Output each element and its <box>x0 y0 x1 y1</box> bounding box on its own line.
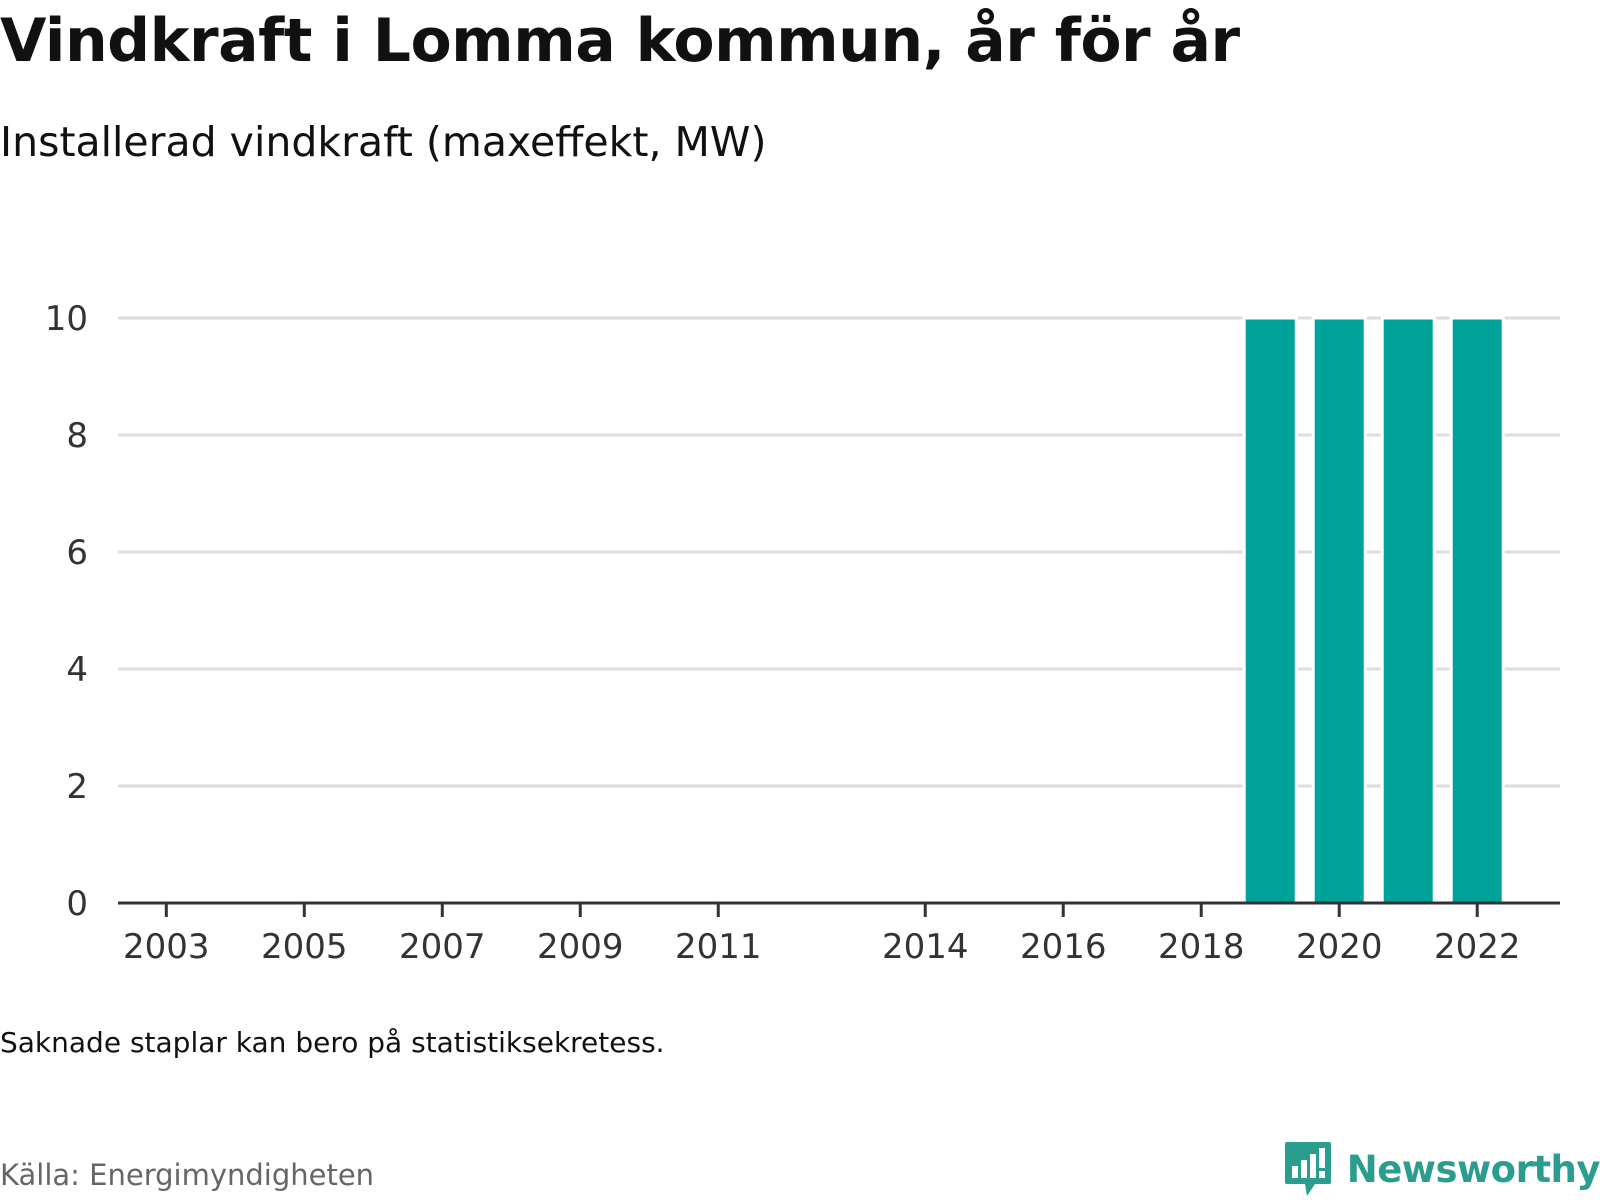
bars <box>1242 316 1505 905</box>
x-axis-ticks: 2003 2005 2007 2009 2011 2014 2016 2018 2020 2022 <box>123 903 1520 967</box>
chart-title: Vindkraft i Lomma kommun, år för år <box>0 6 1240 76</box>
y-tick-label: 4 <box>66 650 88 690</box>
bar <box>1242 316 1298 905</box>
x-tick-label: 2022 <box>1434 927 1521 967</box>
x-tick-label: 2014 <box>882 927 969 967</box>
y-tick-label: 8 <box>66 416 88 456</box>
x-tick-label: 2016 <box>1020 927 1107 967</box>
bar <box>1311 316 1367 905</box>
source-label: Källa: Energimyndigheten <box>0 1158 375 1192</box>
brand-logo: Newsworthy <box>1283 1140 1600 1198</box>
x-tick-label: 2005 <box>261 927 348 967</box>
x-tick-label: 2003 <box>123 927 210 967</box>
x-tick-label: 2007 <box>399 927 486 967</box>
bar <box>1380 316 1436 905</box>
footnote: Saknade staplar kan bero på statistiksek… <box>0 1026 665 1059</box>
x-tick-label: 2018 <box>1158 927 1245 967</box>
y-axis-ticks: 0 2 4 6 8 10 <box>45 299 88 924</box>
bar <box>1449 316 1505 905</box>
x-tick-label: 2011 <box>675 927 762 967</box>
y-tick-label: 0 <box>66 884 88 924</box>
chart-subtitle: Installerad vindkraft (maxeffekt, MW) <box>0 118 767 166</box>
y-tick-label: 2 <box>66 767 88 807</box>
y-tick-label: 6 <box>66 533 88 573</box>
x-tick-label: 2020 <box>1296 927 1383 967</box>
y-tick-label: 10 <box>45 299 88 339</box>
bar-chart-speech-bubble-icon <box>1284 1142 1331 1196</box>
brand-name: Newsworthy <box>1346 1147 1600 1191</box>
x-tick-label: 2009 <box>537 927 624 967</box>
bar-chart: 0 2 4 6 8 10 2003 2005 2007 2009 2011 2014 2016 2018… <box>45 299 1560 967</box>
